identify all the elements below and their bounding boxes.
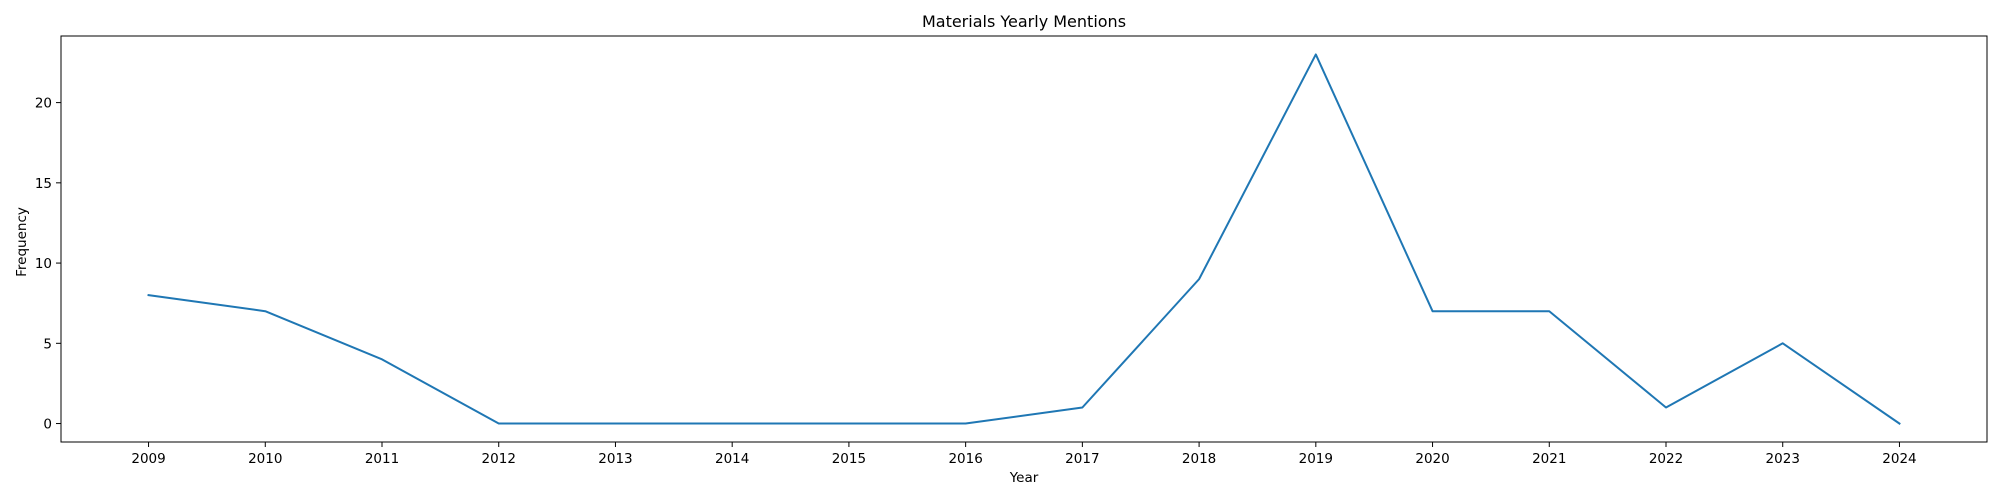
y-tick-label: 15 bbox=[35, 176, 52, 192]
x-tick-label: 2015 bbox=[832, 451, 866, 467]
y-tick-label: 5 bbox=[43, 336, 52, 352]
x-tick-label: 2020 bbox=[1415, 451, 1449, 467]
x-tick-label: 2016 bbox=[948, 451, 982, 467]
x-tick-label: 2023 bbox=[1766, 451, 1800, 467]
x-tick-label: 2012 bbox=[482, 451, 516, 467]
x-tick-label: 2017 bbox=[1065, 451, 1099, 467]
plot-area: 2009 2010 2011 2012 2013 2014 2015 2016 2017 2018… bbox=[35, 35, 1988, 467]
series-line bbox=[147, 53, 1901, 425]
x-tick-label: 2014 bbox=[715, 451, 749, 467]
axes-frame bbox=[60, 35, 1988, 443]
x-tick-label: 2022 bbox=[1649, 451, 1683, 467]
y-tick-label: 10 bbox=[35, 256, 52, 272]
x-tick-label: 2009 bbox=[131, 451, 165, 467]
x-tick-label: 2021 bbox=[1532, 451, 1566, 467]
x-tick-label: 2010 bbox=[248, 451, 282, 467]
chart-title: Materials Yearly Mentions bbox=[922, 12, 1126, 31]
x-tick-label: 2024 bbox=[1882, 451, 1916, 467]
x-axis-label: Year bbox=[1009, 470, 1039, 486]
y-axis-label: Frequency bbox=[14, 207, 30, 277]
y-tick-label: 0 bbox=[43, 417, 52, 433]
x-tick-label: 2013 bbox=[598, 451, 632, 467]
y-tick-label: 20 bbox=[35, 96, 52, 112]
x-tick-label: 2019 bbox=[1299, 451, 1333, 467]
x-tick-label: 2018 bbox=[1182, 451, 1216, 467]
x-tick-label: 2011 bbox=[365, 451, 399, 467]
